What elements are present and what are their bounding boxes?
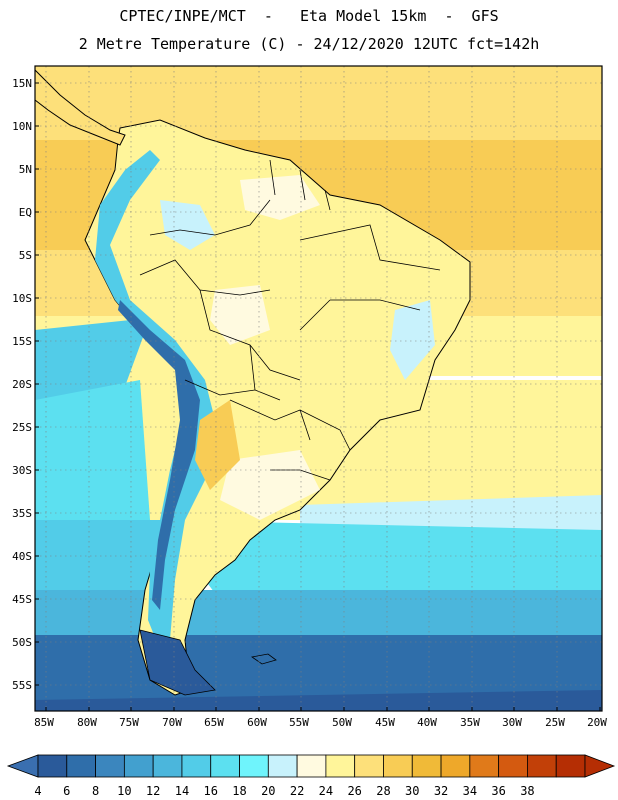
colorbar-tick-label: 34 [463, 784, 477, 798]
temperature-field [35, 66, 602, 711]
colorbar-swatch [210, 754, 240, 778]
colorbar-swatch [440, 754, 471, 778]
lon-label: 50W [332, 716, 352, 729]
lon-label: 70W [162, 716, 182, 729]
colorbar-tick-label: 30 [405, 784, 419, 798]
colorbar-tick-label: 24 [319, 784, 333, 798]
colorbar-tick-label: 20 [261, 784, 275, 798]
colorbar-swatch [325, 754, 356, 778]
colorbar-swatch [296, 754, 327, 778]
colorbar-swatch [181, 754, 212, 778]
colorbar-swatch [95, 754, 125, 778]
colorbar-swatch [239, 754, 269, 778]
country-borders [139, 159, 441, 481]
lat-label: 25S [12, 421, 32, 434]
colorbar-tick-label: 26 [347, 784, 361, 798]
lon-label: 35W [460, 716, 480, 729]
temperature-colorbar [6, 754, 616, 778]
colorbar-under-arrow [6, 754, 39, 778]
lat-label: 55S [12, 679, 32, 692]
lat-label: 10S [12, 292, 32, 305]
colorbar-tick-label: 8 [92, 784, 99, 798]
map-frame [34, 65, 603, 712]
lat-label: 15N [12, 77, 32, 90]
lat-ticks [35, 82, 39, 686]
colorbar-swatch [152, 754, 183, 778]
lat-label: 40S [12, 550, 32, 563]
lon-label: 85W [34, 716, 54, 729]
title-variable: 2 Metre Temperature (C) - 24/12/2020 12U… [78, 35, 540, 53]
colorbar-tick-label: 28 [376, 784, 390, 798]
lon-label: 55W [289, 716, 309, 729]
colorbar-swatch [469, 754, 500, 778]
colorbar-swatch [498, 754, 528, 778]
lon-label: 75W [119, 716, 139, 729]
colorbar-tick-label: 14 [175, 784, 189, 798]
colorbar-swatch [267, 754, 298, 778]
lat-label: EQ [19, 206, 32, 219]
colorbar-tick-label: 32 [434, 784, 448, 798]
colorbar-swatch [354, 754, 384, 778]
colorbar-swatch [123, 754, 154, 778]
colorbar-over-arrow [584, 754, 616, 778]
colorbar-swatch [527, 754, 557, 778]
colorbar-swatch [411, 754, 442, 778]
lon-label: 80W [77, 716, 97, 729]
colorbar-tick-label: 18 [232, 784, 246, 798]
colorbar-swatch [37, 754, 68, 778]
colorbar-tick-label: 10 [117, 784, 131, 798]
colorbar-tick-label: 36 [491, 784, 505, 798]
lat-label: 10N [12, 120, 32, 133]
lat-label: 5N [19, 163, 32, 176]
lat-label: 5S [19, 249, 32, 262]
lon-label: 45W [375, 716, 395, 729]
lon-label: 25W [545, 716, 565, 729]
lat-label: 30S [12, 464, 32, 477]
colorbar-tick-label: 16 [204, 784, 218, 798]
colorbar-swatch [66, 754, 96, 778]
lon-label: 60W [247, 716, 267, 729]
colorbar-swatch [555, 754, 586, 778]
lon-label: 65W [204, 716, 224, 729]
colorbar-tick-label: 6 [63, 784, 70, 798]
colorbar-swatch [383, 754, 413, 778]
colorbar-tick-label: 4 [34, 784, 41, 798]
lat-label: 15S [12, 335, 32, 348]
colorbar-tick-label: 38 [520, 784, 534, 798]
lat-label: 20S [12, 378, 32, 391]
lat-label: 45S [12, 593, 32, 606]
lat-label: 35S [12, 507, 32, 520]
title-model: CPTEC/INPE/MCT - Eta Model 15km - GFS [119, 7, 499, 25]
lon-label: 20W [587, 716, 607, 729]
colorbar-tick-label: 12 [146, 784, 160, 798]
lon-label: 30W [502, 716, 522, 729]
colorbar-tick-label: 22 [290, 784, 304, 798]
lon-ticks [45, 707, 601, 711]
lon-label: 40W [417, 716, 437, 729]
lat-label: 50S [12, 636, 32, 649]
